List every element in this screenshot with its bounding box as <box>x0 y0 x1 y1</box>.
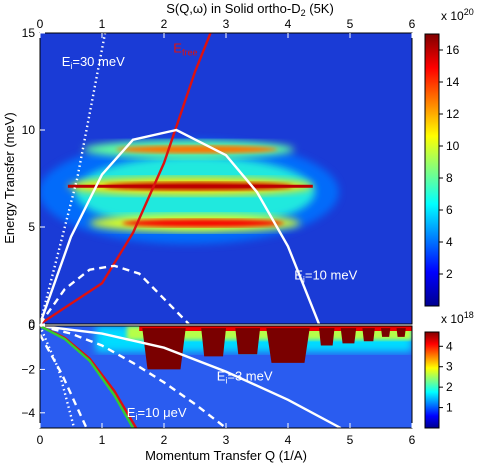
bottom-curve-5 <box>40 334 88 428</box>
bottom-heatmap: Ei=3 meV Ei=10 μeV 0 1 2 3 4 5 6 0 −2 −4 <box>21 319 415 447</box>
bottom-peak-7 <box>381 328 391 337</box>
top-band-core-1 <box>115 145 278 154</box>
bottom-colorbar-tick-label: 2 <box>446 380 453 394</box>
top-chart-title: S(Q,ω) in Solid ortho-D2 (5K) <box>166 1 334 18</box>
bottom-peak-2 <box>235 328 261 355</box>
bottom-curve-3 <box>40 326 135 428</box>
top-colorbar-ramp <box>424 33 440 307</box>
top-colorbar-tick-label: 12 <box>446 107 460 121</box>
bottom-curve-1 <box>40 326 227 428</box>
top-colorbar: x 1020 2 4 6 8 10 12 14 16 <box>424 7 474 307</box>
top-colorbar-tick-label: 4 <box>446 235 453 249</box>
top-colorbar-tick-label: 14 <box>446 75 460 89</box>
top-x-tick-label: 2 <box>161 17 168 31</box>
top-curve-2 <box>40 128 321 324</box>
bottom-colorbar-tick-label: 3 <box>446 360 453 374</box>
top-y-tick-label: 5 <box>28 220 35 234</box>
top-y-tick-label: 10 <box>22 123 36 137</box>
bottom-x-tick-label: 5 <box>347 433 354 447</box>
top-curve-0 <box>40 33 107 324</box>
top-x-tick-label: 5 <box>347 17 354 31</box>
bottom-colorbar-tick-label: 4 <box>446 339 453 353</box>
bottom-colorbar-exponent: x 1018 <box>441 310 474 326</box>
bottom-annotation-1: Ei=10 μeV <box>127 405 187 422</box>
bottom-peak-3 <box>266 328 310 363</box>
top-band-core-2 <box>121 219 285 228</box>
top-flat-line <box>67 184 313 188</box>
bottom-x-tick-label: 6 <box>409 433 416 447</box>
top-y-tick-label: 0 <box>28 317 35 331</box>
bottom-annotation-0: Ei=3 meV <box>217 368 273 385</box>
top-annotation-2: Ei=10 meV <box>294 267 357 284</box>
bottom-x-tick-label: 4 <box>285 433 292 447</box>
bottom-x-tick-label: 3 <box>223 433 230 447</box>
top-curve-3 <box>40 264 190 324</box>
top-colorbar-tick-label: 6 <box>446 203 453 217</box>
top-colorbar-tick-label: 10 <box>446 139 460 153</box>
top-annotation-1: Efree <box>173 40 197 57</box>
x-axis-label: Momentum Transfer Q (1/A) <box>145 448 307 463</box>
top-x-tick-label: 4 <box>285 17 292 31</box>
bottom-colorbar-tick-label: 1 <box>446 401 453 415</box>
top-y-tick-label: 15 <box>22 26 36 40</box>
top-annotation-0: Ei=30 meV <box>62 54 125 71</box>
bottom-peak-4 <box>319 328 335 346</box>
top-x-tick-label: 1 <box>99 17 106 31</box>
top-x-tick-label: 3 <box>223 17 230 31</box>
top-colorbar-tick-label: 2 <box>446 267 453 281</box>
top-heatmap: Ei=30 meV Efree Ei=10 meV 0 1 2 3 4 5 6 0 5 10 15 <box>22 17 416 331</box>
top-colorbar-exponent: x 1020 <box>441 7 474 23</box>
bottom-x-tick-label: 1 <box>99 433 106 447</box>
bottom-x-tick-label: 0 <box>37 433 44 447</box>
bottom-colorbar: x 1018 1 2 3 4 <box>424 310 474 429</box>
top-x-tick-label: 0 <box>37 17 44 31</box>
bottom-y-tick-label: 0 <box>28 319 35 333</box>
bottom-y-tick-label: −4 <box>21 406 35 420</box>
top-colorbar-tick-label: 16 <box>446 43 460 57</box>
bottom-peak-8 <box>396 328 406 337</box>
y-axis-label: Energy Transfer (meV) <box>2 112 17 244</box>
top-x-tick-label: 6 <box>409 17 416 31</box>
bottom-peak-5 <box>340 328 357 344</box>
bottom-curve-0 <box>40 326 342 428</box>
bottom-peak-6 <box>362 328 375 342</box>
bottom-colorbar-ramp <box>424 331 440 429</box>
bottom-peak-1 <box>201 328 226 357</box>
top-colorbar-tick-label: 8 <box>446 171 453 185</box>
top-curve-1 <box>40 33 212 324</box>
bottom-y-tick-label: −2 <box>21 362 35 376</box>
bottom-x-tick-label: 2 <box>161 433 168 447</box>
